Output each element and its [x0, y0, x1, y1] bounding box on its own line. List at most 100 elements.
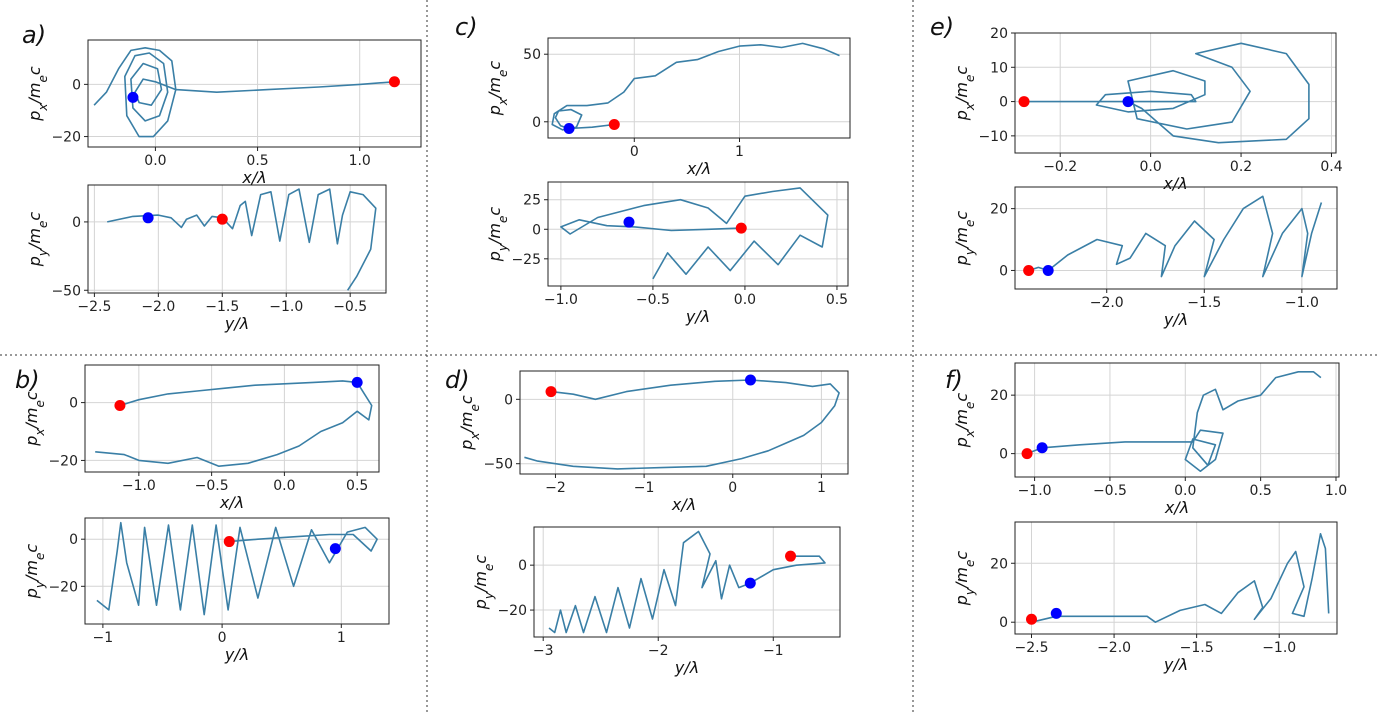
y-axis-label: py/mec [485, 207, 510, 263]
x-axis-label: x/λ [219, 493, 244, 512]
axes-frame [84, 517, 390, 625]
y-tick-label: 25 [523, 193, 541, 209]
x-tick-label: 1.0 [1325, 483, 1347, 499]
start-marker [1021, 448, 1033, 460]
x-axis-label: x/λ [241, 168, 266, 187]
x-axis-label: y/λ [1163, 310, 1188, 329]
start-marker [1018, 96, 1030, 108]
x-tick-label: 0.0 [144, 153, 166, 169]
y-axis-label: py/mec [25, 212, 50, 268]
x-tick-label: −1.0 [122, 478, 156, 494]
x-tick-label: 0.2 [1230, 159, 1252, 175]
y-axis-label: px/mec [485, 61, 510, 117]
panel-label: a) [22, 21, 46, 49]
subplot-a-y-py: −2.5 −2.0 −1.5 −1.0 −0.5 −50 0 y/λ py/mec [25, 184, 387, 333]
x-axis-label: x/λ [686, 159, 711, 178]
end-marker [1122, 96, 1134, 108]
x-tick-label: −3 [533, 643, 554, 659]
x-tick-label: 0.0 [1140, 159, 1162, 175]
x-tick-label: −1 [634, 480, 655, 496]
y-tick-label: −25 [511, 252, 541, 268]
trajectory-line [1026, 371, 1322, 472]
end-marker [127, 91, 139, 103]
trajectory-line [560, 187, 829, 280]
end-marker [142, 212, 154, 224]
axes-frame [1014, 362, 1340, 478]
x-tick-label: 0.0 [734, 292, 756, 308]
axes-frame [1014, 186, 1338, 290]
subplot-c-y-py: −1.0 −0.5 0.0 0.5 −25 0 25 y/λ py/mec [485, 181, 849, 326]
x-tick-label: 1 [337, 630, 346, 646]
subplot-f-y-py: −2.5 −2.0 −1.5 −1.0 0 20 y/λ py/mec [952, 521, 1338, 674]
y-tick-label: 0 [69, 532, 78, 548]
y-tick-label: −50 [51, 283, 81, 299]
y-axis-label: px/mec [952, 66, 977, 122]
trajectory-line [93, 47, 395, 138]
x-tick-label: −2.5 [1015, 640, 1049, 656]
x-tick-label: −1.5 [205, 299, 239, 315]
subplot-c-x-px: 0 1 0 50 x/λ px/mec c) [455, 13, 851, 178]
x-tick-label: −2.0 [1090, 295, 1124, 311]
y-axis-label: py/mec [22, 544, 47, 600]
end-marker [329, 543, 341, 555]
y-tick-label: 20 [990, 26, 1008, 42]
start-marker [785, 550, 797, 562]
x-axis-label: x/λ [671, 495, 696, 514]
subplot-e-x-px: −0.2 0.0 0.2 0.4 −10 0 10 20 x/λ px/mec e) [930, 13, 1343, 193]
x-tick-label: −1.0 [544, 292, 578, 308]
y-tick-label: 50 [523, 47, 541, 63]
trajectory-line [548, 530, 826, 634]
panel-label: e) [930, 13, 954, 41]
x-tick-label: −1.0 [1018, 483, 1052, 499]
y-tick-label: −50 [483, 457, 513, 473]
start-marker [216, 213, 228, 225]
y-tick-label: 20 [990, 556, 1008, 572]
start-marker [388, 76, 400, 88]
trajectory-line [1024, 42, 1310, 144]
axes-frame [533, 526, 841, 638]
end-marker [1042, 264, 1054, 276]
panel-label: d) [445, 366, 470, 394]
panel-label: b) [15, 366, 40, 394]
x-tick-label: −2.0 [141, 299, 175, 315]
y-axis-label: py/mec [952, 551, 977, 607]
x-tick-label: 0.5 [346, 478, 368, 494]
y-tick-label: 0 [532, 222, 541, 238]
y-tick-label: −10 [978, 129, 1008, 145]
x-tick-label: 0.5 [1250, 483, 1272, 499]
start-marker [545, 386, 557, 398]
x-axis-label: y/λ [1163, 655, 1188, 674]
panel-label: c) [455, 13, 478, 41]
trajectory-line [1028, 195, 1323, 278]
trajectory-line [551, 42, 840, 131]
axes-frame [519, 370, 849, 475]
x-tick-label: −1.0 [1285, 295, 1319, 311]
y-tick-label: −20 [51, 130, 81, 146]
y-axis-label: px/mec [457, 395, 482, 451]
start-marker [1026, 613, 1038, 625]
x-axis-label: y/λ [224, 314, 249, 333]
subplot-d-y-py: −3 −2 −1 −20 0 y/λ py/mec [471, 526, 841, 677]
end-marker [744, 374, 756, 386]
trajectory-line [1031, 533, 1330, 623]
trajectory-line [524, 379, 840, 470]
x-axis-label: y/λ [674, 658, 699, 677]
x-tick-label: 1 [735, 144, 744, 160]
y-tick-label: 0 [69, 396, 78, 412]
x-tick-label: −1.0 [269, 299, 303, 315]
end-marker [744, 577, 756, 589]
end-marker [563, 123, 575, 135]
x-tick-label: 0.0 [273, 478, 295, 494]
plots-layer: 0.0 0.5 1.0 −20 0 x/λ px/mec a) −2.5 −2.0 −1.5 −1.0… [15, 13, 1347, 677]
panel-label: f) [945, 366, 963, 394]
start-marker [223, 536, 235, 548]
trajectory-line [107, 188, 377, 291]
end-marker [1050, 607, 1062, 619]
y-tick-label: 20 [990, 388, 1008, 404]
y-axis-label: py/mec [952, 211, 977, 267]
end-marker [1036, 442, 1048, 454]
x-tick-label: −1.5 [1187, 295, 1221, 311]
